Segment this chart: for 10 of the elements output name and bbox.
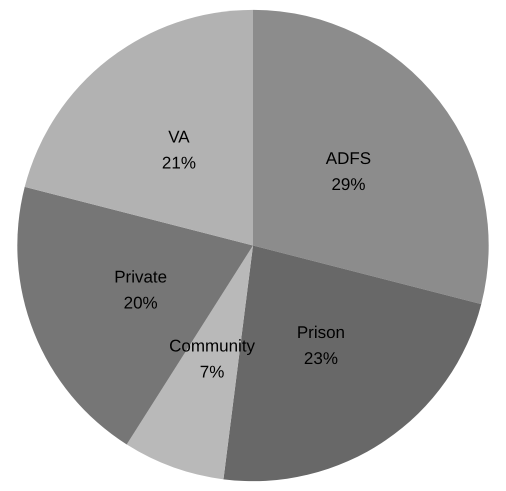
slice-label: Prison bbox=[296, 322, 346, 342]
data-label: 20% bbox=[124, 293, 158, 312]
data-label: 21% bbox=[162, 154, 196, 173]
data-label: 7% bbox=[200, 362, 224, 382]
slice-label: ADFS bbox=[326, 148, 372, 168]
data-label: 29% bbox=[331, 174, 366, 194]
data-label: 23% bbox=[304, 348, 338, 368]
slice-label: Community bbox=[169, 336, 256, 356]
slice-label: VA bbox=[168, 128, 190, 147]
slice-label: Private bbox=[114, 267, 168, 286]
